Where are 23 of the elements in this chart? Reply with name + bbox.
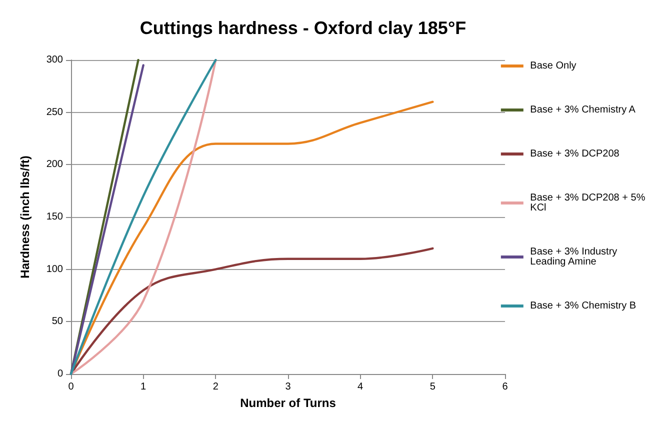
legend-label: Base + 3% DCP208 (530, 148, 620, 160)
x-tick-label: 5 (430, 382, 436, 392)
y-tick-label: 50 (52, 316, 64, 328)
x-tick-label: 6 (502, 382, 508, 392)
y-tick-label: 150 (46, 212, 64, 222)
x-tick-label: 2 (212, 382, 219, 392)
legend-label: Base + 3% Chemistry B (530, 300, 636, 312)
legend-label: Base + 3% DCP208 + 5% KCl (530, 192, 648, 214)
y-tick-label: 300 (46, 54, 64, 66)
legend-label: Base + 3% Chemistry A (530, 104, 636, 116)
y-axis-title: Hardness (inch lbs/ft) (18, 156, 32, 278)
y-tick-label: 100 (46, 264, 64, 275)
x-tick-label: 0 (68, 382, 74, 392)
x-tick-label: 1 (140, 382, 147, 392)
legend-label: Base + 3% Industry Leading Amine (530, 246, 620, 268)
x-tick-label: 4 (358, 382, 364, 392)
y-tick-label: 250 (46, 106, 64, 118)
x-tick-label: 3 (285, 382, 292, 392)
y-tick-label: 0 (57, 368, 64, 380)
y-tick-label: 200 (46, 159, 64, 170)
x-axis-title: Number of Turns (240, 396, 336, 410)
chart-title: Cuttings hardness - Oxford clay 185°F (140, 18, 466, 38)
legend-label: Base Only (530, 60, 576, 72)
